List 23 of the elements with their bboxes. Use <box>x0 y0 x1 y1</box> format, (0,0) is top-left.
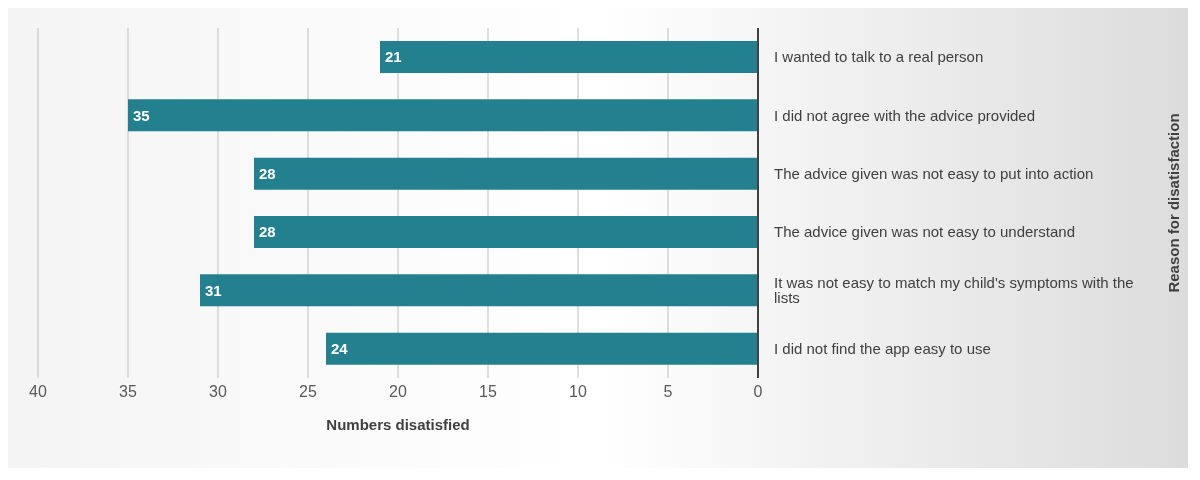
data-label: 28 <box>259 164 276 182</box>
x-tick-label: 35 <box>119 383 137 401</box>
x-tick-label: 5 <box>663 383 673 401</box>
y-tick-label: The advice given was not easy to put into action <box>774 165 1094 183</box>
x-tick-label: 10 <box>569 383 587 401</box>
data-label: 35 <box>133 106 150 124</box>
x-tick-label: 20 <box>389 383 407 401</box>
y-tick-label: The advice given was not easy to understand <box>774 223 1076 241</box>
y-tick-label: I did not agree with the advice provided <box>774 106 1035 124</box>
x-tick-label: 0 <box>753 383 763 401</box>
data-label: 24 <box>331 339 349 357</box>
y-tick-label: I did not find the app easy to use <box>774 340 991 358</box>
x-tick-label: 30 <box>209 383 227 401</box>
data-label: 31 <box>205 281 222 299</box>
x-tick-label: 25 <box>299 383 317 401</box>
data-label: 21 <box>385 48 402 66</box>
y-tick-label: I wanted to talk to a real person <box>774 48 984 66</box>
data-label: 28 <box>259 223 276 241</box>
x-tick-label: 40 <box>29 383 47 401</box>
x-tick-label: 15 <box>479 383 497 401</box>
x-axis-title: Numbers disatisfied <box>326 416 470 433</box>
y-axis-title: Reason for disatisfaction <box>1165 113 1183 293</box>
y-tick-label: It was not easy to match my child's symptoms with the lists <box>774 274 1134 307</box>
